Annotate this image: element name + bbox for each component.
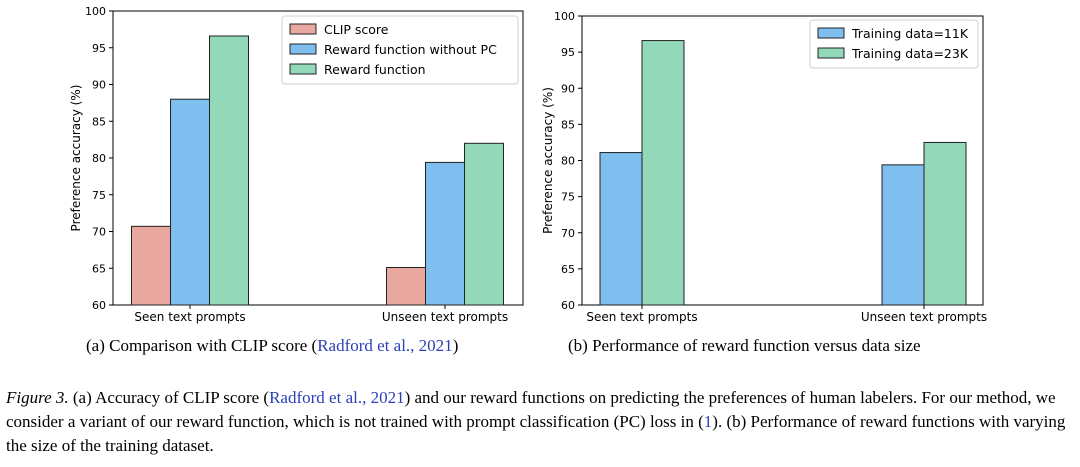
y-tick-label: 90 bbox=[92, 79, 106, 92]
legend-swatch bbox=[289, 43, 317, 55]
x-tick-label: Unseen text prompts bbox=[382, 310, 508, 324]
figure-caption: Figure 3. (a) Accuracy of CLIP score (Ra… bbox=[6, 388, 1066, 455]
y-axis-label: Preference accuracy (%) bbox=[541, 87, 555, 234]
y-tick-label: 70 bbox=[92, 226, 106, 239]
y-axis-label: Preference accuracy (%) bbox=[69, 85, 83, 232]
legend-label: Reward function without PC bbox=[324, 42, 497, 57]
y-tick-label: 100 bbox=[554, 10, 575, 23]
y-tick-label: 95 bbox=[92, 42, 106, 55]
y-tick-label: 75 bbox=[92, 189, 106, 202]
x-tick-label: Seen text prompts bbox=[586, 310, 697, 324]
legend-box bbox=[281, 15, 519, 85]
legend-box bbox=[809, 19, 979, 69]
legend-label: Training data=23K bbox=[851, 46, 969, 61]
x-tick-label: Seen text prompts bbox=[134, 310, 245, 324]
legend: CLIP score Reward function without PC Rewa… bbox=[281, 15, 519, 85]
bar bbox=[881, 164, 925, 306]
y-tick-label: 70 bbox=[561, 227, 575, 240]
figure-label: Figure 3. bbox=[6, 388, 69, 407]
y-tick-label: 65 bbox=[561, 263, 575, 276]
y-tick-label: 90 bbox=[561, 82, 575, 95]
x-tick-label: Unseen text prompts bbox=[861, 310, 987, 324]
y-tick-label: 100 bbox=[85, 5, 106, 18]
subcaption-a: (a) Comparison with CLIP score (Radford … bbox=[86, 336, 459, 355]
subcaption-b: (b) Performance of reward function versu… bbox=[568, 336, 921, 355]
legend-swatch bbox=[817, 47, 845, 59]
bar bbox=[209, 35, 249, 306]
y-tick-label: 85 bbox=[92, 115, 106, 128]
legend-label: Training data=11K bbox=[851, 26, 969, 41]
bar bbox=[923, 141, 967, 306]
y-tick-label: 80 bbox=[92, 152, 106, 165]
chart-a: 60 65 70 75 80 85 90 95 100 Preference accuracy (… bbox=[69, 5, 524, 324]
chart-b: 60 65 70 75 80 85 90 95 100 Preference accuracy (… bbox=[541, 10, 987, 324]
y-tick-label: 60 bbox=[92, 299, 106, 312]
bar bbox=[464, 142, 504, 306]
legend-label: CLIP score bbox=[324, 22, 389, 37]
bar bbox=[131, 225, 171, 306]
y-tick-label: 65 bbox=[92, 262, 106, 275]
equation-ref-link[interactable]: 1 bbox=[703, 412, 713, 431]
bar bbox=[170, 98, 210, 306]
y-tick-label: 75 bbox=[561, 191, 575, 204]
legend-label: Reward function bbox=[324, 62, 426, 77]
bar bbox=[599, 152, 643, 306]
bar bbox=[641, 40, 685, 306]
y-tick-label: 80 bbox=[561, 155, 575, 168]
bar bbox=[386, 267, 426, 306]
legend-swatch bbox=[289, 23, 317, 35]
y-tick-label: 95 bbox=[561, 46, 575, 59]
legend-swatch bbox=[817, 27, 845, 39]
y-tick-label: 85 bbox=[561, 118, 575, 131]
legend: Training data=11K Training data=23K bbox=[809, 19, 979, 69]
legend-swatch bbox=[289, 63, 317, 75]
bar bbox=[425, 161, 465, 306]
citation-link[interactable]: Radford et al., 2021 bbox=[317, 336, 453, 355]
y-tick-label: 60 bbox=[561, 299, 575, 312]
citation-link[interactable]: Radford et al., 2021 bbox=[269, 388, 405, 407]
